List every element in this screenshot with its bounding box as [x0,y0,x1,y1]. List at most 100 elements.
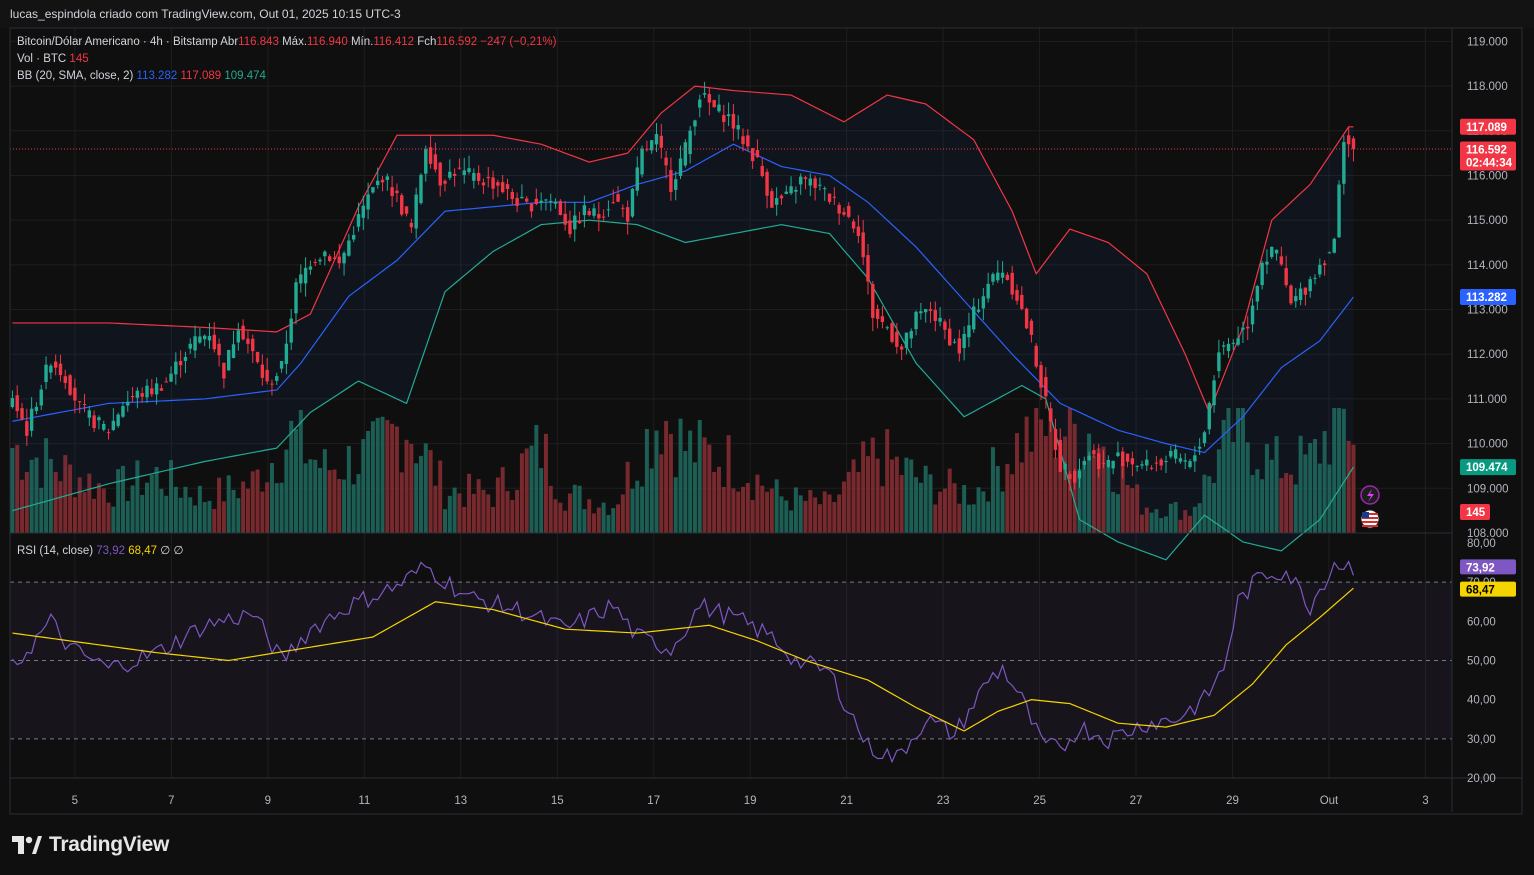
candle-body [818,184,822,186]
candle-body [525,198,529,202]
candle-body [563,213,567,225]
volume-bar [226,475,231,533]
volume-bar [1212,482,1217,533]
candle-body [943,321,947,330]
candle-body [976,309,981,312]
candle-body [972,306,976,330]
volume-bar [731,488,736,533]
volume-bar [611,508,616,533]
volume-bar [741,486,746,533]
volume-bar [1288,474,1293,533]
bb-label[interactable]: BB (20, SMA, close, 2) [17,70,134,82]
volume-bar [48,458,53,533]
symbol-label[interactable]: Bitcoin/Dólar Americano · 4h · Bitstamp [17,36,218,48]
volume-bar [529,445,534,533]
volume-bar [1221,419,1226,533]
candle-body [899,346,904,350]
candle-body [1236,338,1240,345]
candle-body [895,331,899,347]
volume-bar [394,426,399,533]
volume-bar [1063,436,1068,533]
volume-bar [875,458,880,533]
open-label: Abr [220,36,239,48]
candle-body [227,349,231,371]
tradingview-logo[interactable]: TradingView [12,832,169,858]
volume-bar [1115,494,1120,533]
candle-body [1077,471,1082,479]
candle-body [568,220,572,235]
candle-body [438,162,442,186]
candle-body [712,100,716,108]
header-title: lucas_espindola criado com TradingView.c… [10,7,401,21]
volume-bar [1264,444,1269,533]
lightning-event-icon [1360,485,1380,505]
candle-body [1260,262,1264,286]
candle-body [472,172,476,181]
volume-label[interactable]: Vol · BTC [17,53,67,65]
volume-bar [716,466,721,533]
candle-body [1068,474,1072,479]
candle-body [395,190,399,194]
volume-bar [1226,408,1231,533]
volume-bar [1293,484,1298,533]
candle-body [678,158,683,176]
volume-bar [587,499,592,533]
candle-body [1044,377,1048,397]
candle-body [241,325,245,340]
candle-body [308,266,313,270]
candle-body [44,364,48,383]
volume-bar [534,424,539,533]
rsi-label[interactable]: RSI (14, close) [17,545,94,557]
candle-body [327,256,332,261]
candle-body [823,188,827,190]
candle-body [87,410,92,418]
time-tick-label: 21 [840,795,853,807]
volume-bar [486,494,491,533]
candle-body [510,191,514,200]
volume-bar [370,421,375,533]
volume-bar [962,484,967,533]
bb-lower-badge: 109.474 [1460,459,1516,476]
candle-body [433,154,438,170]
volume-bar [659,454,664,533]
candle-body [246,338,250,344]
volume-bar [1010,474,1015,533]
candle-body [457,167,462,169]
volume-bar [870,437,875,533]
volume-bar [548,485,553,533]
candle-body [1322,263,1327,266]
candle-body [289,318,293,343]
volume-bar [101,488,106,533]
candle-body [347,240,351,256]
volume-bar [904,457,909,533]
candle-body [1020,294,1024,309]
volume-bar [697,420,702,533]
bb-upper-line [12,85,1354,414]
volume-bar [313,459,318,533]
volume-bar [947,468,952,533]
candle-body [1116,452,1120,456]
candle-body [558,200,563,216]
volume-bar [188,497,193,533]
volume-bar [894,456,899,533]
candle-body [1212,380,1216,406]
candle-body [476,172,481,181]
volume-bar [582,509,587,533]
volume-bar [452,487,457,533]
volume-bar [318,467,323,533]
candle-body [1101,463,1106,465]
volume-bar [1341,408,1346,533]
volume-bar [1125,484,1130,533]
candle-body [481,182,486,186]
volume-bar [63,455,68,533]
bb-lower-badge-bg [1460,459,1516,476]
candle-body [731,113,736,129]
candle-body [919,311,923,314]
price-legend: Bitcoin/Dólar Americano · 4h · Bitstamp … [17,36,556,48]
high-label: Máx. [282,36,308,48]
candle-body [404,206,409,214]
volume-bar [438,460,443,533]
time-tick-label: 13 [454,795,467,807]
volume-bar [726,435,731,533]
